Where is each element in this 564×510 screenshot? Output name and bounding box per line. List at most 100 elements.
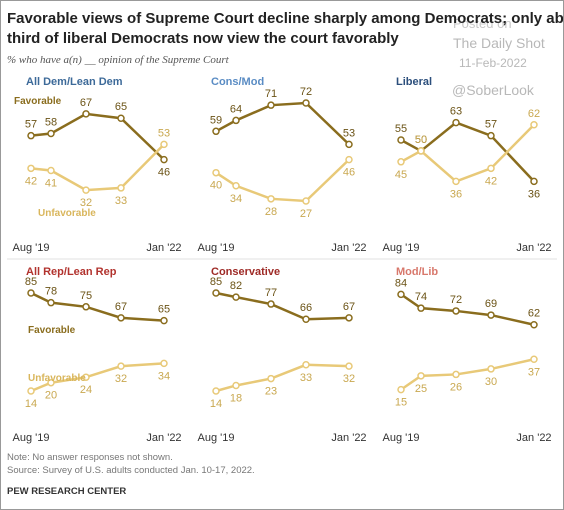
point [160,140,168,149]
point [345,140,353,149]
data-label: 46 [343,167,355,179]
point [47,129,55,138]
data-label: 59 [210,114,222,126]
point [302,197,310,205]
point [530,355,538,364]
point [302,99,310,107]
point [117,114,125,122]
x-tick-label: Aug '19 [13,432,50,444]
point [82,303,90,311]
point [452,370,460,379]
point [232,293,240,301]
data-label: 14 [210,398,222,410]
point [530,177,538,186]
data-label: 84 [395,277,407,289]
data-label: 14 [25,398,37,410]
point [487,311,495,319]
point [117,362,125,370]
title: third of liberal Democrats now view the … [7,30,399,47]
point [212,289,220,297]
point [487,365,495,373]
data-label: 65 [158,304,170,316]
point [487,164,495,173]
data-label: 32 [80,197,92,209]
point [397,136,405,144]
title: Favorable views of Supreme Court decline… [7,10,563,27]
point [27,131,35,140]
data-label: 66 [300,302,312,314]
point [27,164,35,173]
data-label: 40 [210,180,222,192]
data-label: 53 [343,127,355,139]
point [27,289,35,297]
data-label: 23 [265,386,277,398]
source: Source: Survey of U.S. adults conducted … [7,465,255,476]
point [302,315,310,323]
data-label: 67 [343,301,355,313]
point [397,385,405,394]
data-label: 20 [45,390,57,402]
data-label: 42 [25,175,37,187]
point [117,314,125,322]
series-name: Unfavorable [28,373,86,384]
data-label: 78 [45,286,57,298]
panel-title: All Dem/Lean Dem [26,76,123,88]
data-label: 55 [395,123,407,135]
data-label: 34 [158,370,170,382]
data-label: 72 [450,294,462,306]
point [47,298,55,307]
point [232,381,240,390]
x-tick-label: Jan '22 [516,242,551,254]
x-tick-label: Aug '19 [198,242,235,254]
data-label: 50 [415,134,427,146]
data-label: 82 [230,280,242,292]
point [397,290,405,299]
data-label: 67 [115,301,127,313]
point [232,182,240,190]
point [47,378,55,387]
point [212,387,220,395]
x-tick-label: Aug '19 [13,242,50,254]
data-label: 71 [265,88,277,100]
data-label: 85 [210,276,222,288]
x-tick-label: Aug '19 [383,432,420,444]
data-label: 85 [25,276,37,288]
series-name: Favorable [14,96,62,107]
point [47,166,55,175]
data-label: 77 [265,287,277,299]
point [345,362,353,370]
data-label: 36 [528,188,540,200]
point [27,387,35,395]
x-tick-label: Jan '22 [516,432,551,444]
data-label: 34 [230,193,242,205]
data-label: 64 [230,103,242,115]
series-name: Unfavorable [38,208,96,219]
subtitle: % who have a(n) __ opinion of the Suprem… [7,54,230,66]
x-tick-label: Jan '22 [331,432,366,444]
point [302,361,310,369]
data-label: 74 [415,291,427,303]
data-label: 62 [528,308,540,320]
panel-title: Mod/Lib [396,266,438,278]
point [212,168,220,177]
point [530,121,538,129]
x-tick-label: Aug '19 [383,242,420,254]
x-tick-label: Jan '22 [331,242,366,254]
data-label: 75 [80,290,92,302]
x-tick-label: Jan '22 [146,242,181,254]
point [160,359,168,368]
point [160,155,168,164]
panel-title: Liberal [396,76,432,88]
panel-title: Cons/Mod [211,76,264,88]
data-label: 33 [300,372,312,384]
x-tick-label: Aug '19 [198,432,235,444]
data-label: 27 [300,208,312,220]
data-label: 33 [115,195,127,207]
point [267,195,275,203]
point [452,118,460,127]
data-label: 57 [485,119,497,131]
data-label: 18 [230,392,242,404]
point [417,372,425,380]
data-label: 42 [485,175,497,187]
